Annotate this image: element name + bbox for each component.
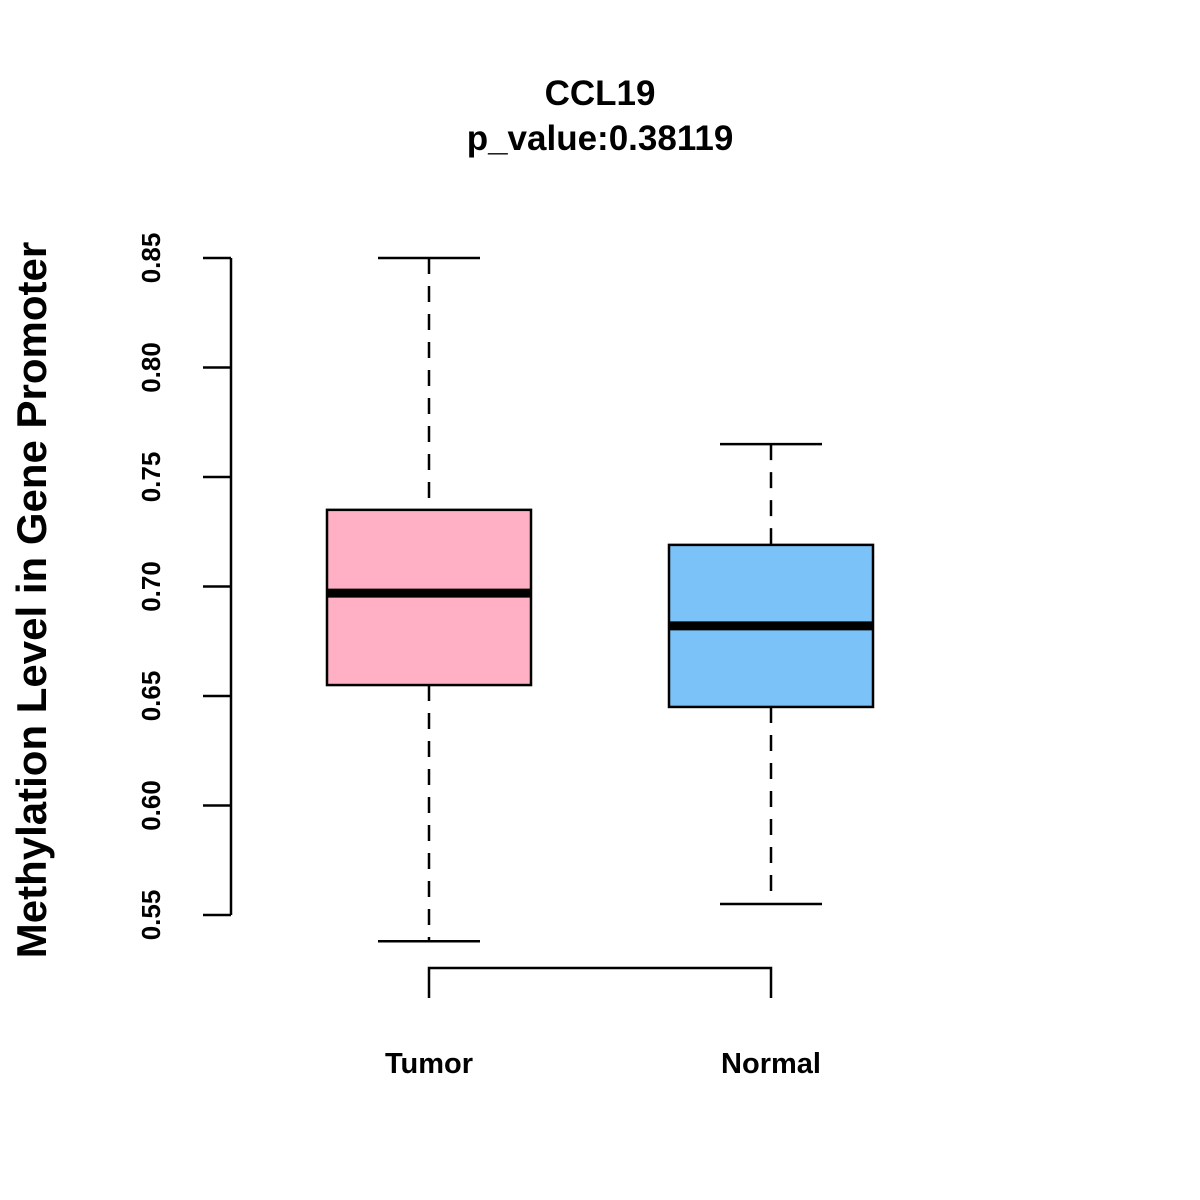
category-label-tumor: Tumor bbox=[385, 1048, 473, 1080]
y-tick-label: 0.85 bbox=[136, 233, 166, 284]
y-tick-label: 0.70 bbox=[136, 561, 166, 612]
box-normal bbox=[667, 442, 875, 906]
y-tick-label: 0.55 bbox=[136, 890, 166, 941]
y-axis-ticks: 0.55 0.60 0.65 0.70 0.75 0.80 0.85 bbox=[136, 233, 231, 941]
chart-subtitle: p_value:0.38119 bbox=[467, 119, 734, 158]
boxes-group bbox=[325, 256, 875, 943]
y-axis-label: Methylation Level in Gene Promoter bbox=[8, 242, 55, 958]
y-tick-label: 0.75 bbox=[136, 452, 166, 503]
y-tick-label: 0.80 bbox=[136, 342, 166, 393]
category-labels: Tumor Normal bbox=[385, 1048, 821, 1080]
category-label-normal: Normal bbox=[721, 1048, 821, 1080]
bracket-line bbox=[427, 966, 773, 998]
box-tumor bbox=[325, 256, 533, 943]
y-tick-label: 0.60 bbox=[136, 780, 166, 831]
y-tick-label: 0.65 bbox=[136, 671, 166, 722]
comparison-bracket bbox=[427, 966, 773, 998]
chart-title: CCL19 bbox=[545, 74, 656, 113]
